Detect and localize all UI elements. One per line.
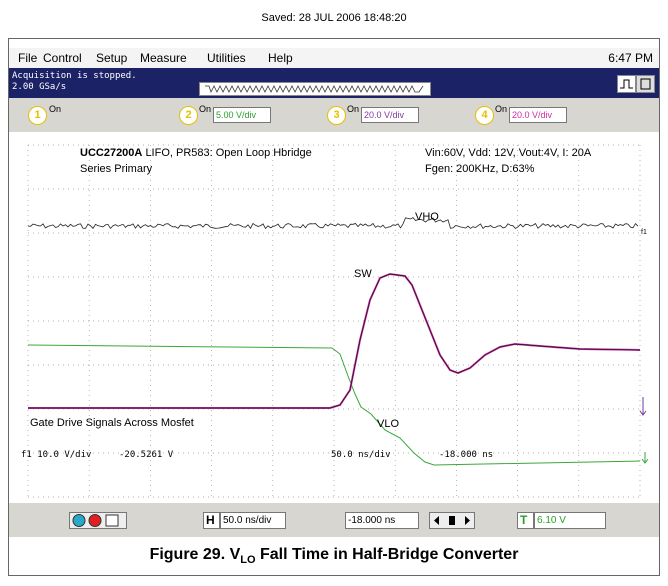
menu-bar: File Control Setup Measure Utilities Hel… xyxy=(9,48,659,68)
channel-number[interactable]: 3 xyxy=(327,106,346,125)
run-controls[interactable] xyxy=(69,512,127,529)
mode-icons[interactable] xyxy=(617,75,655,93)
sw-trace-ch3 xyxy=(28,273,641,409)
menu-item[interactable]: Measure xyxy=(140,51,187,65)
readout: -20.5261 V xyxy=(119,450,174,460)
level-marker xyxy=(639,397,647,416)
menu-item[interactable]: File xyxy=(18,51,38,65)
channel-on[interactable]: On xyxy=(347,104,360,114)
clock: 6:47 PM xyxy=(608,51,653,65)
status-bar: Acquisition is stopped. 2.00 GSa/s xyxy=(9,68,659,98)
note: Gate Drive Signals Across Mosfet xyxy=(30,417,194,429)
trace-marker: f1 xyxy=(641,229,647,236)
timebase[interactable]: 50.0 ns/div xyxy=(220,512,286,529)
title: LIFO, PR583: Open Loop Hbridge xyxy=(145,147,311,159)
channel-scale[interactable]: 5.00 V/div xyxy=(213,107,271,123)
sw-label: SW xyxy=(354,268,372,280)
toolbar: H 50.0 ns/div -18.000 ns T 6.10 V xyxy=(9,503,659,537)
caption: Figure 29. VLO Fall Time in Half-Bridge … xyxy=(0,546,668,566)
screen-title: UCC27200A LIFO, PR583: Open Loop Hbridge xyxy=(80,147,312,159)
frame xyxy=(8,38,660,576)
conditions: Vin:60V, Vdd: 12V, Vout:4V, I: 20A xyxy=(425,147,592,159)
vho-trace xyxy=(27,217,639,230)
level-marker xyxy=(641,452,649,464)
delay[interactable]: -18.000 ns xyxy=(345,512,419,529)
readout: f1 10.0 V/div xyxy=(21,450,91,460)
subtitle: Series Primary xyxy=(80,163,153,175)
readout: 50.0 ns/div xyxy=(331,450,391,460)
channel-number[interactable]: 4 xyxy=(475,106,494,125)
fgen: Fgen: 200KHz, D:63% xyxy=(425,163,535,175)
delay-controls[interactable] xyxy=(429,512,475,529)
channel-scale[interactable]: 20.0 V/div xyxy=(509,107,567,123)
caption-prefix: Figure 29. V xyxy=(149,546,241,563)
trigger-level[interactable]: 6.10 V xyxy=(534,512,606,529)
t-button[interactable]: T xyxy=(517,512,534,529)
menu-item[interactable]: Help xyxy=(268,51,293,65)
saved-stamp: Saved: 28 JUL 2006 18:48:20 xyxy=(261,12,407,24)
caption-suffix: Fall Time in Half-Bridge Converter xyxy=(255,546,519,563)
channel-number[interactable]: 1 xyxy=(28,106,47,125)
channel-on[interactable]: On xyxy=(199,104,212,114)
readout: -18.000 ns xyxy=(439,450,493,460)
overview xyxy=(199,82,431,96)
title-bold: UCC27200A xyxy=(80,147,142,159)
channel-on[interactable]: On xyxy=(495,104,508,114)
channel-on[interactable]: On xyxy=(49,104,62,114)
channel-number[interactable]: 2 xyxy=(179,106,198,125)
menu-item[interactable]: Utilities xyxy=(207,51,246,65)
sample-rate: 2.00 GSa/s xyxy=(12,82,67,92)
status-text: Acquisition is stopped. xyxy=(12,71,137,81)
h-button[interactable]: H xyxy=(203,512,220,529)
caption-sub: LO xyxy=(240,554,256,567)
vlo-trace xyxy=(27,344,641,466)
scope-screen: UCC27200A LIFO, PR583: Open Loop Hbridge… xyxy=(9,132,659,503)
menu-item[interactable]: Setup xyxy=(96,51,128,65)
channel-bar: 1 On 2 On 5.00 V/div 3 On 20.0 V/div 4 O… xyxy=(9,98,659,132)
menu-item[interactable]: Control xyxy=(43,51,82,65)
vho-label: VHO xyxy=(415,211,439,223)
channel-scale[interactable]: 20.0 V/div xyxy=(361,107,419,123)
vlo-label: VLO xyxy=(377,418,399,430)
